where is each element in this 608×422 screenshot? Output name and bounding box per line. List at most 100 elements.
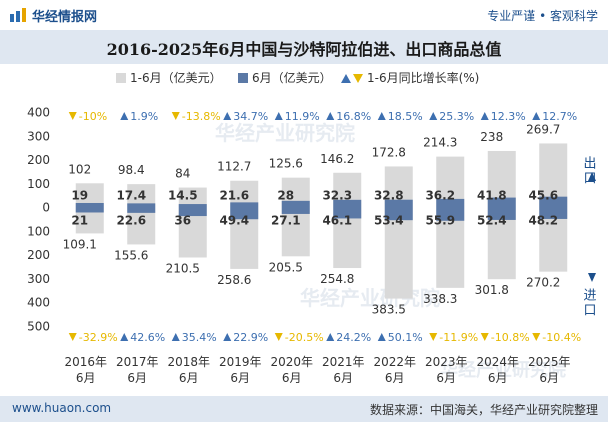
import-month-label: 27.1 bbox=[271, 214, 301, 228]
watermark-bottom: 华经产业研究院 bbox=[440, 359, 566, 381]
import-rate-label: -20.5% bbox=[285, 331, 324, 344]
x-tick-label: 6月 bbox=[179, 371, 199, 385]
import-month-bar bbox=[178, 207, 207, 217]
export-rate-up-triangle-icon bbox=[223, 112, 232, 120]
import-total-label: 155.6 bbox=[114, 248, 148, 262]
import-total-bar bbox=[127, 207, 156, 245]
export-month-bar bbox=[178, 204, 207, 208]
export-arrow-icon bbox=[588, 172, 596, 181]
footer-website: www.huaon.com bbox=[12, 401, 112, 415]
x-tick-label: 2024年 bbox=[476, 355, 519, 369]
export-total-label: 125.6 bbox=[269, 157, 303, 171]
y-axis: 500 400 300 200 100 0 100 200 300 400 bbox=[27, 106, 50, 334]
export-side-label: 出口 bbox=[581, 156, 596, 186]
export-rate-label: -10% bbox=[79, 110, 107, 123]
plot-area: 102 19 21 109.1 -10% -32.9% 98.4 17.4 22.6 155.6 1… bbox=[63, 110, 582, 344]
export-rate-label: 1.9% bbox=[130, 110, 158, 123]
export-total-label: 172.8 bbox=[372, 145, 406, 159]
export-total-label: 238 bbox=[480, 130, 503, 144]
legend-label-month: 6月（亿美元） bbox=[252, 70, 332, 85]
export-rate-label: 11.9% bbox=[285, 110, 320, 123]
y-tick-label: 300 bbox=[27, 129, 50, 143]
footer-source: 数据来源：中国海关，华经产业研究院整理 bbox=[369, 403, 598, 417]
export-rate-up-triangle-icon bbox=[377, 112, 386, 120]
export-rate-down-triangle-icon bbox=[171, 112, 180, 120]
import-total-label: 301.8 bbox=[475, 283, 509, 297]
x-tick-label: 6月 bbox=[539, 371, 559, 385]
export-total-label: 84 bbox=[175, 167, 190, 181]
export-rate-up-triangle-icon bbox=[480, 112, 489, 120]
y-tick-label: 300 bbox=[27, 272, 50, 286]
import-total-bar bbox=[281, 207, 310, 257]
export-month-bar bbox=[436, 198, 465, 208]
y-tick-label: 400 bbox=[27, 106, 50, 120]
export-total-label: 102 bbox=[68, 162, 91, 176]
import-rate-label: 35.4% bbox=[182, 331, 217, 344]
export-label-char-1: 出口 bbox=[581, 156, 596, 186]
import-rate-up-triangle-icon bbox=[223, 333, 232, 341]
import-rate-down-triangle-icon bbox=[429, 333, 438, 341]
import-month-label: 48.2 bbox=[528, 214, 558, 228]
legend-swatch-month bbox=[238, 73, 248, 83]
export-rate-label: 16.8% bbox=[336, 110, 371, 123]
y-tick-label: 100 bbox=[27, 224, 50, 238]
legend-label-rate: 1-6月同比增长率(%) bbox=[367, 70, 479, 85]
export-month-label: 45.6 bbox=[528, 189, 558, 203]
export-total-bar bbox=[127, 184, 156, 208]
export-total-bar bbox=[178, 187, 207, 208]
export-month-bar bbox=[539, 196, 568, 208]
import-rate-up-triangle-icon bbox=[326, 333, 335, 341]
footer-bar bbox=[0, 396, 608, 422]
import-month-bar bbox=[384, 207, 413, 221]
import-month-bar bbox=[230, 207, 259, 220]
export-rate-label: 12.3% bbox=[491, 110, 526, 123]
import-total-label: 258.6 bbox=[217, 273, 251, 287]
x-tick-label: 2025年 bbox=[528, 355, 571, 369]
import-total-label: 270.2 bbox=[526, 276, 560, 290]
import-total-label: 383.5 bbox=[372, 303, 406, 317]
export-rate-up-triangle-icon bbox=[274, 112, 283, 120]
import-total-label: 205.5 bbox=[269, 260, 303, 274]
import-rate-label: -11.9% bbox=[439, 331, 478, 344]
y-tick-label: 500 bbox=[27, 319, 50, 333]
import-rate-down-triangle-icon bbox=[532, 333, 541, 341]
export-month-label: 21.6 bbox=[219, 189, 249, 203]
export-month-bar bbox=[75, 202, 104, 208]
y-tick-label: 200 bbox=[27, 153, 50, 167]
x-tick-label: 6月 bbox=[76, 371, 96, 385]
import-rate-label: -10.8% bbox=[491, 331, 530, 344]
logo-icon bbox=[10, 8, 26, 22]
x-tick-label: 6月 bbox=[127, 371, 147, 385]
export-month-bar bbox=[487, 197, 516, 208]
x-tick-label: 2020年 bbox=[270, 355, 313, 369]
import-month-label: 49.4 bbox=[219, 214, 249, 228]
export-month-bar bbox=[281, 200, 310, 208]
import-total-bar bbox=[384, 207, 413, 299]
export-month-label: 41.8 bbox=[477, 189, 507, 203]
x-tick-label: 6月 bbox=[230, 371, 250, 385]
import-rate-up-triangle-icon bbox=[120, 333, 129, 341]
import-rate-label: -32.9% bbox=[79, 331, 118, 344]
export-month-bar bbox=[333, 199, 362, 208]
y-tick-label: 200 bbox=[27, 248, 50, 262]
import-month-label: 21 bbox=[71, 214, 88, 228]
x-tick-label: 2019年 bbox=[219, 355, 262, 369]
import-month-bar bbox=[539, 207, 568, 219]
chart-legend: 1-6月（亿美元） 6月（亿美元） 1-6月同比增长率(%) bbox=[116, 70, 479, 85]
export-total-label: 112.7 bbox=[217, 160, 251, 174]
export-month-label: 28 bbox=[277, 189, 294, 203]
title-bar bbox=[0, 30, 608, 64]
export-month-label: 19 bbox=[71, 189, 88, 203]
x-tick-label: 2021年 bbox=[322, 355, 365, 369]
import-rate-label: -10.4% bbox=[542, 331, 581, 344]
export-rate-up-triangle-icon bbox=[120, 112, 129, 120]
top-bar: 华经情报网 专业严谨 • 客观科学 bbox=[0, 0, 608, 30]
y-tick-label: 0 bbox=[42, 201, 50, 215]
import-rate-down-triangle-icon bbox=[68, 333, 77, 341]
import-arrow-icon bbox=[588, 273, 596, 282]
import-total-label: 254.8 bbox=[320, 272, 354, 286]
import-month-label: 22.6 bbox=[116, 214, 146, 228]
import-month-bar bbox=[281, 207, 310, 214]
import-total-bar bbox=[436, 207, 465, 288]
tagline: 专业严谨 • 客观科学 bbox=[487, 9, 598, 23]
